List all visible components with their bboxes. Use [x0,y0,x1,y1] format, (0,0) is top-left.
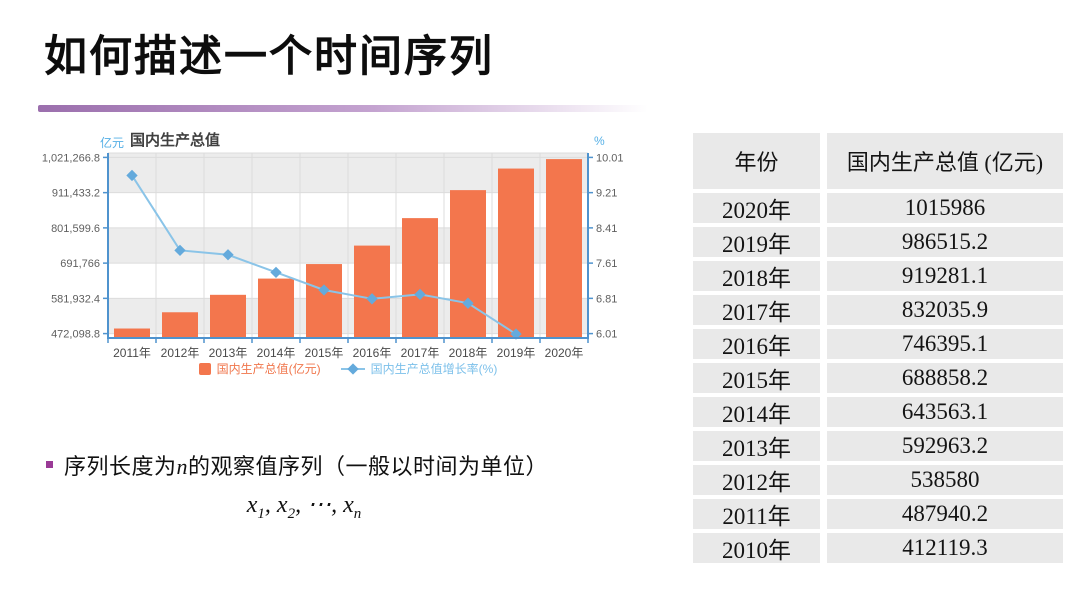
year-cell: 2018年 [693,261,820,291]
gdp-bar-2012年 [162,312,198,338]
value-cell: 487940.2 [827,499,1063,529]
x-tick-label: 2014年 [257,346,296,360]
bar-swatch-icon [198,362,211,375]
year-cell: 2016年 [693,329,820,359]
year-cell: 2010年 [693,533,820,563]
year-cell: 2014年 [693,397,820,427]
gdp-bar-2017年 [402,218,438,338]
value-cell: 643563.1 [827,397,1063,427]
gdp-table: 年份 国内生产总值 (亿元) 2020年 1015986 2019年 986515.2 20… [693,133,1063,563]
value-cell: 919281.1 [827,261,1063,291]
value-cell: 412119.3 [827,533,1063,563]
x-tick-label: 2020年 [545,346,584,360]
left-tick-label: 581,932.4 [51,293,100,305]
gdp-bar-2016年 [354,245,390,338]
legend-item-growth: 国内生产总值增长率(%) [340,360,498,377]
left-tick-label: 472,098.8 [51,329,100,341]
right-tick-label: 8.41 [596,223,617,235]
growth-marker-2011年 [126,169,138,182]
gdp-bar-2018年 [450,190,486,338]
year-cell: 2015年 [693,363,820,393]
value-cell: 538580 [827,465,1063,495]
year-cell: 2017年 [693,295,820,325]
line-swatch-icon [340,362,365,375]
title-divider [38,105,648,112]
growth-marker-2018年 [462,297,474,309]
x-tick-label: 2015年 [305,346,344,360]
legend-gdp-label: 国内生产总值(亿元) [216,362,321,376]
chart-canvas: 472,098.8 581,932.4 691,766 801,599.6 911,43… [42,152,624,360]
gdp-bar-2015年 [306,264,342,338]
gdp-bar-2019年 [498,168,534,338]
chart-legend: 国内生产总值(亿元) 国内生产总值增长率(%) [108,360,588,377]
formula: x1, x2, ⋯, xn [246,492,362,522]
table-header-year: 年份 [693,133,820,189]
chart-title: 国内生产总值 [130,132,221,149]
gdp-bar-2013年 [210,294,246,338]
left-tick-label: 801,599.6 [51,223,100,235]
growth-marker-2012年 [174,244,186,257]
bullet-text: 序列长度为n的观察值序列（一般以时间为单位） [64,454,549,479]
value-cell: 832035.9 [827,295,1063,325]
year-cell: 2019年 [693,227,820,257]
value-cell: 1015986 [827,193,1063,223]
gdp-bar-2014年 [258,278,294,338]
growth-marker-2017年 [414,288,426,301]
left-axis-unit-label: 亿元 [100,136,125,150]
bullet-icon [46,461,53,468]
value-cell: 986515.2 [827,227,1063,257]
growth-marker-2016年 [366,293,378,305]
legend-growth-label: 国内生产总值增长率(%) [370,362,498,376]
left-tick-label: 1,021,266.8 [42,152,100,164]
x-tick-label: 2016年 [353,346,392,360]
legend-item-gdp: 国内生产总值(亿元) [198,360,321,377]
x-tick-label: 2012年 [161,346,200,360]
table-header-gdp: 国内生产总值 (亿元) [827,133,1063,189]
x-tick-label: 2019年 [497,346,536,360]
year-cell: 2020年 [693,193,820,223]
right-tick-label: 10.01 [596,152,624,164]
page-title: 如何描述一个时间序列 [44,33,494,81]
right-tick-label: 7.61 [596,258,617,270]
left-tick-label: 911,433.2 [52,188,100,200]
growth-marker-2014年 [270,266,282,279]
year-cell: 2011年 [693,499,820,529]
gdp-bar-2020年 [546,159,582,338]
right-tick-label: 6.81 [596,293,617,305]
x-tick-label: 2011年 [113,346,151,360]
left-tick-label: 691,766 [60,258,100,270]
x-tick-label: 2013年 [209,346,248,360]
gdp-bar-2011年 [114,328,150,338]
value-cell: 592963.2 [827,431,1063,461]
right-tick-label: 6.01 [596,329,617,341]
year-cell: 2012年 [693,465,820,495]
x-tick-label: 2018年 [449,346,488,360]
value-cell: 688858.2 [827,363,1063,393]
growth-marker-2019年 [510,328,522,340]
value-cell: 746395.1 [827,329,1063,359]
x-tick-label: 2017年 [401,346,440,360]
gdp-chart: 亿元 国内生产总值 % 472,098.8 581,932.4 691,766 801… [42,126,642,396]
growth-marker-2015年 [318,284,330,296]
right-axis-unit-label: % [594,134,605,148]
year-cell: 2013年 [693,431,820,461]
right-tick-label: 9.21 [596,188,617,200]
